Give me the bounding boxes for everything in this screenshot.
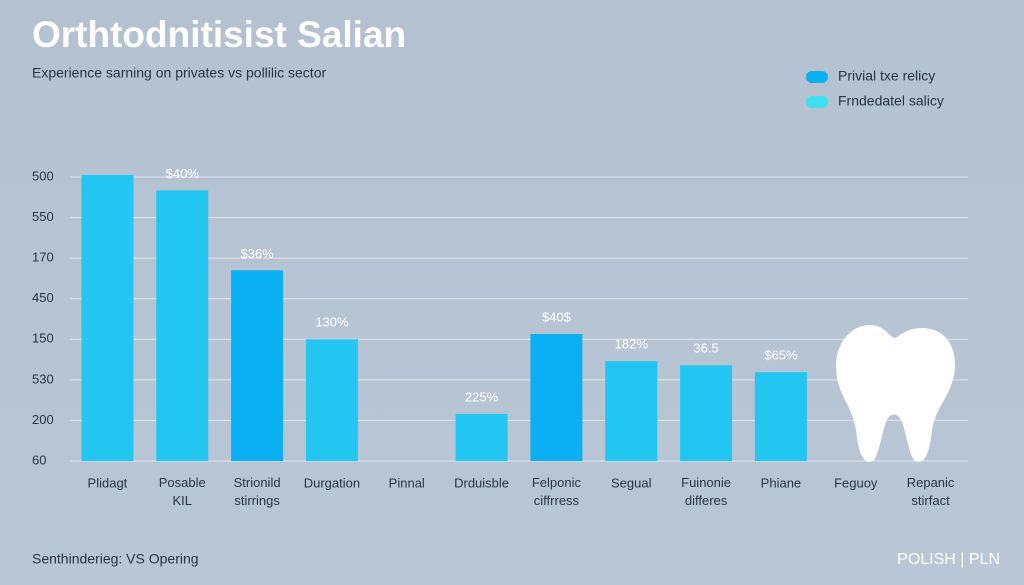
data-label: $36% bbox=[240, 246, 274, 261]
x-tick-label: Plidagt bbox=[88, 475, 128, 490]
data-label: 36.5 bbox=[693, 341, 718, 356]
y-tick-label: 200 bbox=[32, 412, 54, 427]
data-label: 130% bbox=[315, 315, 349, 330]
x-tick-label: Posable KIL bbox=[159, 475, 206, 508]
tooth-icon bbox=[835, 325, 955, 462]
bar bbox=[81, 174, 134, 461]
bar bbox=[231, 270, 284, 461]
x-tick-label: Feguoy bbox=[834, 475, 878, 490]
data-label: $40% bbox=[166, 166, 200, 181]
x-tick-label: Felponic ciffrress bbox=[532, 475, 582, 508]
bar bbox=[754, 372, 807, 461]
legend-label: Privial txe relicy bbox=[838, 68, 935, 84]
legend-swatch bbox=[806, 71, 828, 83]
x-tick-label: Drduisble bbox=[454, 475, 509, 490]
y-tick-label: 170 bbox=[32, 250, 54, 265]
y-tick-label: 550 bbox=[32, 209, 54, 224]
y-tick-label: 450 bbox=[32, 290, 54, 305]
chart-subtitle: Experience sarning on privates vs pollil… bbox=[32, 65, 326, 81]
y-tick-label: 150 bbox=[32, 331, 54, 346]
legend-label: Frndedatel salicy bbox=[838, 93, 944, 109]
bar bbox=[680, 365, 733, 461]
y-tick-label: 500 bbox=[32, 168, 54, 183]
bar bbox=[455, 413, 508, 461]
legend-swatch bbox=[806, 96, 828, 108]
data-label: 225% bbox=[465, 389, 499, 404]
chart-title: Orthtodnitisist Salian bbox=[32, 14, 406, 55]
x-tick-label: Segual bbox=[611, 475, 652, 490]
data-label: $65% bbox=[764, 348, 798, 363]
x-tick-label: Pinnal bbox=[389, 475, 425, 490]
bar bbox=[605, 361, 658, 461]
x-tick-label: Phiane bbox=[761, 475, 801, 490]
bar bbox=[156, 190, 209, 462]
x-tick-label: Strionild stirrings bbox=[234, 475, 281, 508]
bar bbox=[305, 339, 358, 461]
footer-note: Senthinderieg: VS Opering bbox=[32, 551, 199, 567]
footer-currency: POLISH | PLN bbox=[897, 551, 1000, 568]
data-label: $40$ bbox=[542, 309, 572, 324]
x-tick-label: Durgation bbox=[304, 475, 360, 490]
y-tick-label: 60 bbox=[32, 452, 46, 467]
x-tick-label: Repanic stirfact bbox=[907, 475, 955, 508]
data-label: 182% bbox=[615, 337, 649, 352]
bar bbox=[530, 334, 583, 461]
y-tick-label: 530 bbox=[32, 371, 54, 386]
x-tick-label: Fuinonie differes bbox=[681, 475, 731, 508]
